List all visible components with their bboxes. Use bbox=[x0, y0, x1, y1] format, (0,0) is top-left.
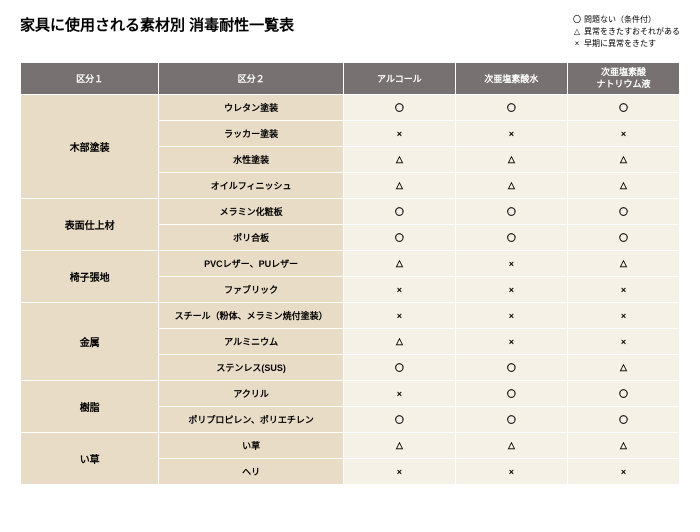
value-cell: △ bbox=[455, 433, 567, 459]
value-cell: 〇 bbox=[567, 199, 679, 225]
category2-cell: ファブリック bbox=[159, 277, 344, 303]
col-header: 次亜塩素酸水 bbox=[455, 63, 567, 95]
value-cell: 〇 bbox=[455, 407, 567, 433]
value-cell: △ bbox=[455, 147, 567, 173]
value-cell: × bbox=[455, 303, 567, 329]
category1-cell: 椅子張地 bbox=[21, 251, 159, 303]
value-cell: × bbox=[567, 121, 679, 147]
value-cell: △ bbox=[567, 433, 679, 459]
category2-cell: ウレタン塗装 bbox=[159, 95, 344, 121]
value-cell: △ bbox=[567, 355, 679, 381]
category1-cell: 表面仕上材 bbox=[21, 199, 159, 251]
value-cell: △ bbox=[343, 329, 455, 355]
value-cell: △ bbox=[455, 173, 567, 199]
value-cell: × bbox=[567, 303, 679, 329]
value-cell: △ bbox=[567, 173, 679, 199]
category2-cell: アクリル bbox=[159, 381, 344, 407]
value-cell: △ bbox=[567, 251, 679, 277]
value-cell: × bbox=[343, 277, 455, 303]
value-cell: 〇 bbox=[567, 381, 679, 407]
value-cell: × bbox=[343, 303, 455, 329]
value-cell: × bbox=[343, 121, 455, 147]
category2-cell: ポリ合板 bbox=[159, 225, 344, 251]
value-cell: × bbox=[567, 329, 679, 355]
category2-cell: ラッカー塗装 bbox=[159, 121, 344, 147]
table-row: 樹脂アクリル×〇〇 bbox=[21, 381, 680, 407]
category2-cell: 水性塗装 bbox=[159, 147, 344, 173]
category1-cell: 木部塗装 bbox=[21, 95, 159, 199]
value-cell: 〇 bbox=[567, 225, 679, 251]
category2-cell: アルミニウム bbox=[159, 329, 344, 355]
value-cell: △ bbox=[567, 147, 679, 173]
category1-cell: 金属 bbox=[21, 303, 159, 381]
value-cell: △ bbox=[343, 173, 455, 199]
category2-cell: ヘリ bbox=[159, 459, 344, 485]
legend-item: 〇問題ない（条件付） bbox=[570, 14, 680, 26]
value-cell: × bbox=[567, 277, 679, 303]
value-cell: 〇 bbox=[343, 199, 455, 225]
legend: 〇問題ない（条件付） △異常をきたすおそれがある ×早期に異常をきたす bbox=[570, 14, 680, 50]
value-cell: × bbox=[343, 381, 455, 407]
value-cell: 〇 bbox=[343, 355, 455, 381]
legend-text: 異常をきたすおそれがある bbox=[584, 26, 680, 38]
value-cell: × bbox=[567, 459, 679, 485]
value-cell: × bbox=[455, 121, 567, 147]
category2-cell: い草 bbox=[159, 433, 344, 459]
category1-cell: い草 bbox=[21, 433, 159, 485]
value-cell: 〇 bbox=[343, 95, 455, 121]
table-header-row: 区分１ 区分２ アルコール 次亜塩素酸水 次亜塩素酸ナトリウム液 bbox=[21, 63, 680, 95]
category2-cell: スチール（粉体、メラミン焼付塗装） bbox=[159, 303, 344, 329]
value-cell: × bbox=[455, 329, 567, 355]
value-cell: △ bbox=[343, 147, 455, 173]
table-row: 金属スチール（粉体、メラミン焼付塗装）××× bbox=[21, 303, 680, 329]
col-header: 次亜塩素酸ナトリウム液 bbox=[567, 63, 679, 95]
legend-item: △異常をきたすおそれがある bbox=[570, 26, 680, 38]
value-cell: 〇 bbox=[455, 225, 567, 251]
category2-cell: ポリプロピレン、ポリエチレン bbox=[159, 407, 344, 433]
legend-text: 早期に異常をきたす bbox=[584, 38, 656, 50]
value-cell: 〇 bbox=[455, 355, 567, 381]
value-cell: 〇 bbox=[567, 95, 679, 121]
value-cell: 〇 bbox=[455, 95, 567, 121]
legend-symbol: 〇 bbox=[570, 14, 584, 26]
value-cell: 〇 bbox=[455, 199, 567, 225]
col-header: アルコール bbox=[343, 63, 455, 95]
category2-cell: オイルフィニッシュ bbox=[159, 173, 344, 199]
value-cell: △ bbox=[343, 433, 455, 459]
value-cell: 〇 bbox=[567, 407, 679, 433]
col-header: 区分２ bbox=[159, 63, 344, 95]
value-cell: 〇 bbox=[455, 381, 567, 407]
value-cell: × bbox=[455, 277, 567, 303]
category2-cell: メラミン化粧板 bbox=[159, 199, 344, 225]
col-header: 区分１ bbox=[21, 63, 159, 95]
table-row: 木部塗装ウレタン塗装〇〇〇 bbox=[21, 95, 680, 121]
table-row: 椅子張地PVCレザー、PUレザー△×△ bbox=[21, 251, 680, 277]
table-row: 表面仕上材メラミン化粧板〇〇〇 bbox=[21, 199, 680, 225]
value-cell: × bbox=[455, 251, 567, 277]
category1-cell: 樹脂 bbox=[21, 381, 159, 433]
value-cell: 〇 bbox=[343, 407, 455, 433]
value-cell: × bbox=[343, 459, 455, 485]
legend-item: ×早期に異常をきたす bbox=[570, 38, 680, 50]
legend-text: 問題ない（条件付） bbox=[584, 14, 656, 26]
category2-cell: ステンレス(SUS) bbox=[159, 355, 344, 381]
material-table: 区分１ 区分２ アルコール 次亜塩素酸水 次亜塩素酸ナトリウム液 木部塗装ウレタ… bbox=[20, 62, 680, 485]
value-cell: 〇 bbox=[343, 225, 455, 251]
legend-symbol: △ bbox=[570, 26, 584, 38]
value-cell: × bbox=[455, 459, 567, 485]
value-cell: △ bbox=[343, 251, 455, 277]
legend-symbol: × bbox=[570, 38, 584, 50]
category2-cell: PVCレザー、PUレザー bbox=[159, 251, 344, 277]
table-row: い草い草△△△ bbox=[21, 433, 680, 459]
page-title: 家具に使用される素材別 消毒耐性一覧表 bbox=[20, 14, 294, 35]
